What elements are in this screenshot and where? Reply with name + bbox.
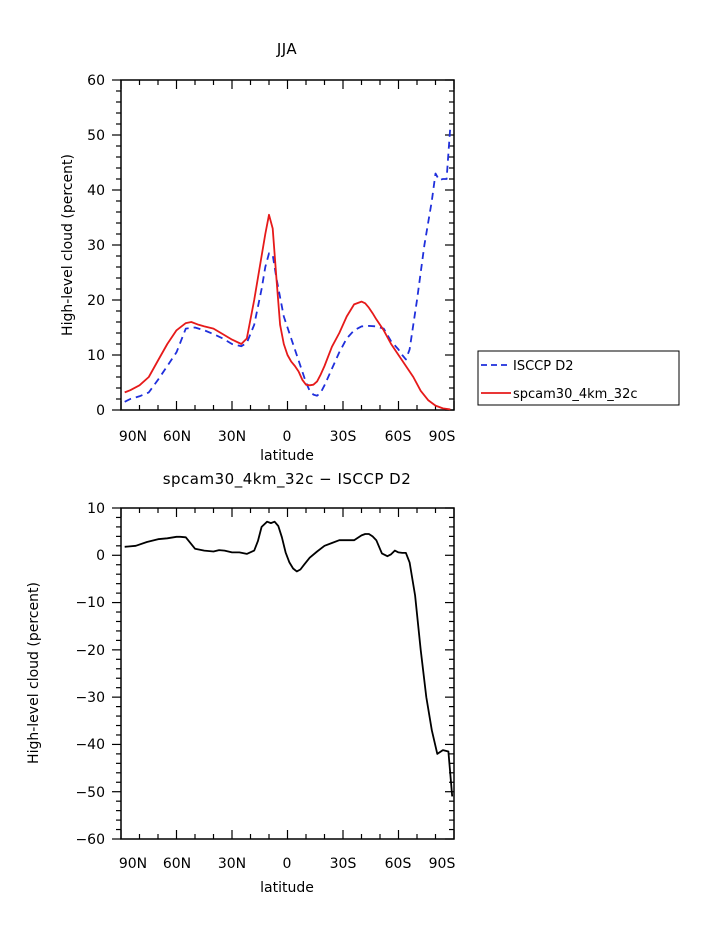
top-series-line-isccp-d2 [124, 126, 452, 403]
top-x-tick-label-30s: 30S [330, 429, 357, 445]
top-y-tick-label-10: 10 [87, 348, 105, 364]
top-series-line-spcam30-4km-32c [124, 213, 451, 411]
top-x-tick-label-90s: 90S [429, 429, 456, 445]
bottom-x-tick-label-60s: 60S [385, 856, 412, 872]
bottom-y-tick-label-neg20: −20 [75, 643, 105, 659]
top-x-axis-label: latitude [260, 448, 314, 464]
legend: ISCCP D2 spcam30_4km_32c [477, 350, 680, 406]
top-x-tick-label-90n: 90N [119, 429, 147, 445]
top-y-tick-label-0: 0 [96, 403, 105, 419]
bottom-y-tick-label-0: 0 [96, 548, 105, 564]
top-y-tick-label-60: 60 [87, 73, 105, 89]
bottom-panel: spcam30_4km_32c − ISCCP D2 90N 60N 30N 0… [26, 470, 455, 896]
bottom-y-tick-label-neg60: −60 [75, 832, 105, 848]
bottom-chart-title: spcam30_4km_32c − ISCCP D2 [163, 470, 412, 489]
top-series [124, 126, 452, 411]
legend-label-spcam: spcam30_4km_32c [513, 387, 638, 402]
top-y-tick-label-30: 30 [87, 238, 105, 254]
bottom-x-axis-label: latitude [260, 880, 314, 896]
legend-label-isccp: ISCCP D2 [513, 359, 574, 374]
bottom-y-tick-label-10: 10 [87, 501, 105, 517]
bottom-y-tick-label-neg10: −10 [75, 595, 105, 611]
top-y-tick-label-40: 40 [87, 183, 105, 199]
bottom-y-tick-label-neg50: −50 [75, 785, 105, 801]
top-y-axis-label: High-level cloud (percent) [60, 154, 76, 336]
top-y-tick-label-50: 50 [87, 128, 105, 144]
top-ticks [112, 79, 455, 411]
top-y-tick-label-20: 20 [87, 293, 105, 309]
top-chart-title: JJA [276, 40, 298, 58]
bottom-x-tick-label-30n: 30N [218, 856, 246, 872]
top-x-tick-label-30n: 30N [218, 429, 246, 445]
top-panel: JJA 90N 60N 30N 0 30S 60S 90S 0 10 20 30… [60, 40, 680, 464]
bottom-x-tick-label-0: 0 [283, 856, 292, 872]
legend-box [477, 350, 680, 406]
bottom-y-tick-label-neg30: −30 [75, 690, 105, 706]
bottom-y-tick-label-neg40: −40 [75, 737, 105, 753]
bottom-ticks [112, 507, 455, 840]
top-x-tick-label-0: 0 [283, 429, 292, 445]
bottom-y-axis-label: High-level cloud (percent) [26, 582, 42, 764]
bottom-x-tick-label-60n: 60N [163, 856, 191, 872]
bottom-x-tick-label-30s: 30S [330, 856, 357, 872]
bottom-x-tick-label-90s: 90S [429, 856, 456, 872]
top-x-tick-label-60n: 60N [163, 429, 191, 445]
bottom-series [124, 520, 454, 797]
bottom-series-line-difference [124, 520, 454, 797]
top-x-tick-label-60s: 60S [385, 429, 412, 445]
bottom-x-tick-label-90n: 90N [119, 856, 147, 872]
